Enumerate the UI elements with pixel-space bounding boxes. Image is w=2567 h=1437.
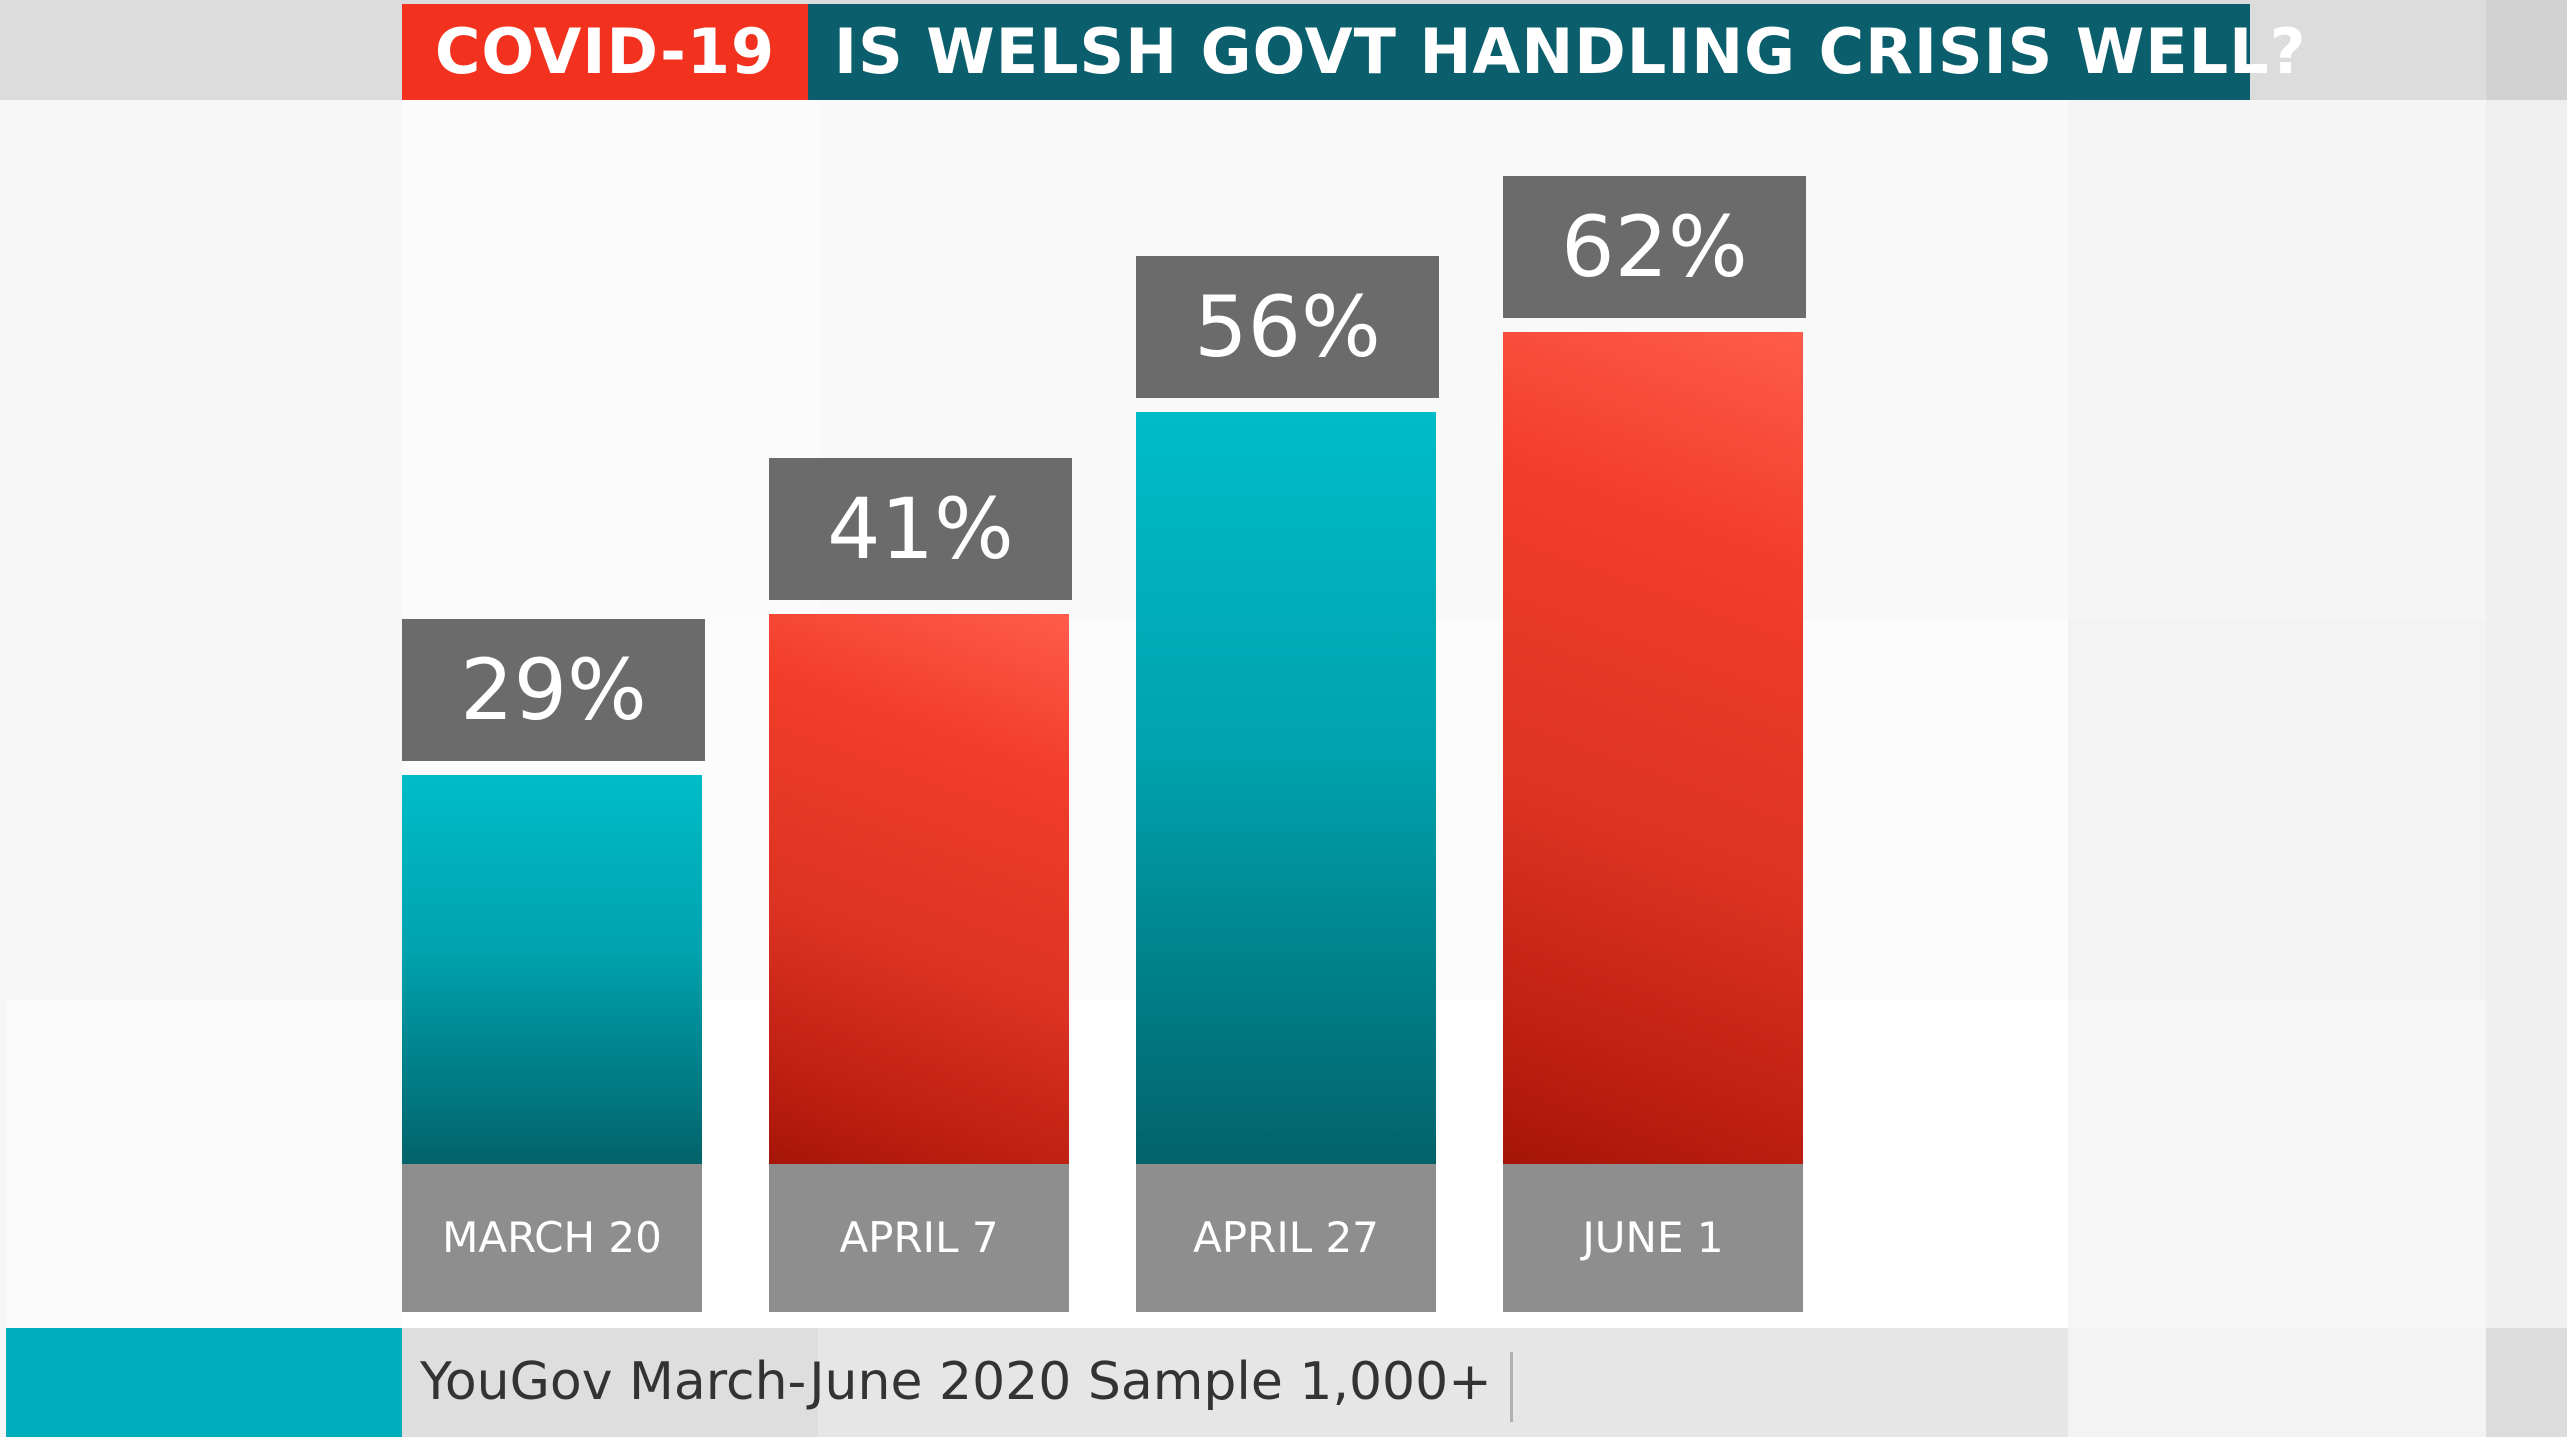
title-bar: COVID-19 IS WELSH GOVT HANDLING CRISIS W… xyxy=(402,4,2306,100)
chart-title: IS WELSH GOVT HANDLING CRISIS WELL? xyxy=(808,4,2306,100)
category-label: JUNE 1 xyxy=(1503,1164,1803,1312)
footer-right-edge xyxy=(2486,1328,2567,1437)
footer-right-block xyxy=(2068,1328,2486,1437)
footer-source-shade xyxy=(402,1328,818,1437)
footer-source-background xyxy=(402,1328,2068,1437)
top-right-background-block xyxy=(2486,0,2567,100)
background-tile xyxy=(6,620,402,1000)
data-label: 56% xyxy=(1136,256,1439,398)
bar-june-1 xyxy=(1503,332,1803,1164)
bar-march-20 xyxy=(402,775,702,1164)
bar-april-27 xyxy=(1136,412,1436,1164)
data-label: 62% xyxy=(1503,176,1806,318)
background-tile xyxy=(6,1000,402,1328)
footer-accent-block xyxy=(6,1328,402,1437)
data-label: 41% xyxy=(769,458,1072,600)
category-label: APRIL 7 xyxy=(769,1164,1069,1312)
footer-divider xyxy=(1510,1352,1513,1422)
category-label: APRIL 27 xyxy=(1136,1164,1436,1312)
bar-april-7 xyxy=(769,614,1069,1164)
data-label: 29% xyxy=(402,619,705,761)
category-label: MARCH 20 xyxy=(402,1164,702,1312)
topic-tag: COVID-19 xyxy=(402,4,808,100)
background-tile xyxy=(2068,100,2486,620)
source-caption: YouGov March-June 2020 Sample 1,000+ xyxy=(420,1352,1492,1412)
right-background-edge xyxy=(2486,100,2567,1328)
background-tile xyxy=(402,100,818,620)
background-tile xyxy=(2068,620,2486,1000)
background-tile xyxy=(2068,1000,2486,1328)
